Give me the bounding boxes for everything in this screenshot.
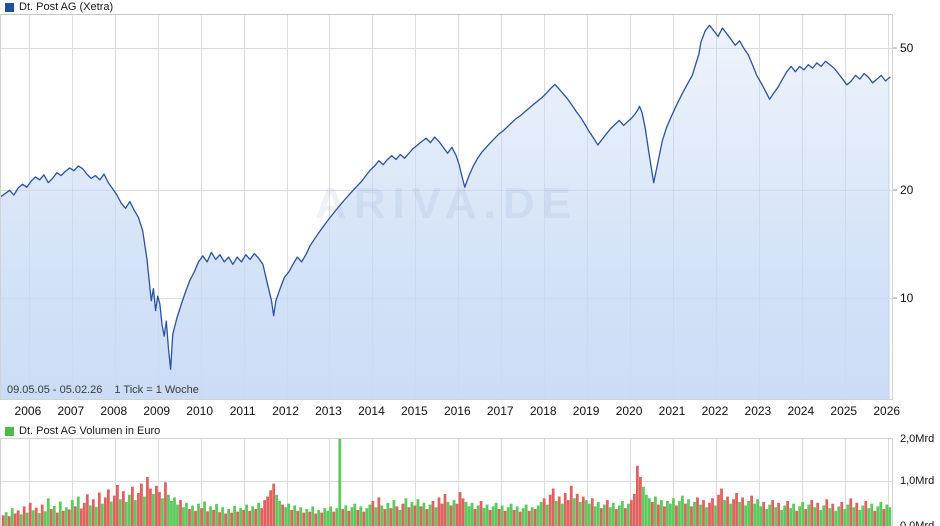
price-legend-label: Dt. Post AG (Xetra) [19,1,114,13]
x-axis-tick-label: 2026 [873,404,901,418]
x-axis-tick-label: 2025 [830,404,858,418]
tick-interval-text: 1 Tick = 1 Woche [114,384,199,396]
price-y-axis: 10 20 50 [893,14,940,400]
price-plot-area[interactable]: ARIVA.DE 09.05.05 - 05.02.26 1 Tick = 1 W… [0,14,893,400]
volume-panel: Dt. Post AG Volumen in Euro 2,0Mrd 1,0Mrd… [0,424,940,526]
price-chart-svg [1,15,892,399]
x-axis-tick-label: 2006 [14,404,42,418]
x-axis-tick-label: 2010 [186,404,214,418]
x-axis-tick-label: 2017 [486,404,514,418]
price-y-tick-label: 20 [900,183,914,198]
x-axis-tick-label: 2021 [658,404,686,418]
range-label: 09.05.05 - 05.02.26 1 Tick = 1 Woche [7,384,199,396]
x-axis-tick-label: 2019 [572,404,600,418]
volume-legend-swatch [5,426,14,436]
volume-chart-svg [1,439,892,526]
price-legend-swatch [5,2,14,12]
volume-y-axis: 2,0Mrd 1,0Mrd 0,0Mrd [893,433,940,526]
x-axis-tick-label: 2015 [401,404,428,418]
x-axis: 2006 2007 2008 2009 2010 2011 2012 2013 2014 2015… [0,401,901,423]
volume-legend-label: Dt. Post AG Volumen in Euro [19,425,161,437]
price-tick-mark [893,47,897,49]
volume-y-tick-label: 0,0Mrd [900,520,935,526]
x-axis-tick-label: 2024 [787,404,815,418]
x-axis-tick-label: 2012 [272,404,299,418]
price-tick-mark [893,297,897,299]
watermark: ARIVA.DE [315,179,578,228]
volume-legend[interactable]: Dt. Post AG Volumen in Euro [0,424,160,438]
price-y-tick-label: 10 [900,290,914,305]
x-axis-tick-label: 2013 [315,404,342,418]
volume-plot-area[interactable] [0,438,893,526]
volume-y-tick-label: 1,0Mrd [900,475,935,488]
price-panel: Dt. Post AG (Xetra) ARIVA.DE 09.05.05 - … [0,0,940,423]
x-axis-tick-label: 2008 [100,404,128,418]
x-axis-tick-label: 2011 [229,404,256,418]
volume-y-tick-label: 2,0Mrd [900,433,935,445]
x-axis-tick-label: 2022 [701,404,729,418]
x-axis-tick-label: 2016 [443,404,471,418]
x-axis-tick-label: 2007 [57,404,85,418]
x-axis-tick-label: 2020 [615,404,643,418]
x-axis-tick-label: 2009 [143,404,171,418]
x-axis-tick-label: 2018 [529,404,557,418]
price-legend[interactable]: Dt. Post AG (Xetra) [0,0,113,14]
x-axis-tick-label: 2014 [358,404,385,418]
x-axis-tick-label: 2023 [744,404,772,418]
price-y-tick-label: 50 [900,41,914,56]
date-range-text: 09.05.05 - 05.02.26 [7,384,103,396]
price-tick-mark [893,189,897,191]
